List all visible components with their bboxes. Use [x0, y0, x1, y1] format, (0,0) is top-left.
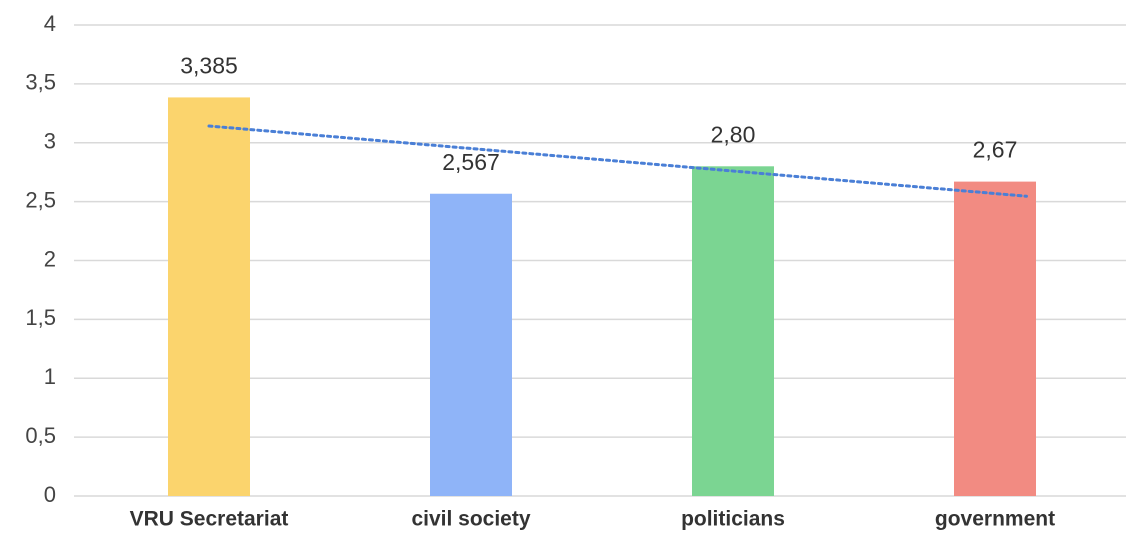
data-label: 3,385: [180, 52, 238, 78]
x-tick-label: VRU Secretariat: [130, 508, 289, 531]
y-tick-label: 0: [44, 482, 56, 507]
bar: [430, 193, 512, 496]
bar: [954, 181, 1036, 497]
bar: [692, 166, 774, 497]
x-tick-label: civil society: [411, 508, 530, 531]
y-tick-label: 3,5: [25, 70, 56, 95]
bar: [168, 97, 250, 496]
y-tick-label: 2,5: [25, 187, 56, 212]
y-tick-label: 2: [44, 246, 56, 271]
x-tick-label: politicians: [681, 508, 785, 531]
y-tick-label: 4: [44, 11, 56, 36]
x-tick-label: government: [935, 508, 1055, 531]
data-label: 2,67: [973, 137, 1018, 163]
trendline: [207, 124, 1028, 198]
data-label: 2,567: [442, 149, 500, 175]
y-tick-label: 3: [44, 129, 56, 154]
y-tick-label: 1,5: [25, 305, 56, 330]
y-tick-label: 1: [44, 364, 56, 389]
data-label: 2,80: [711, 121, 756, 147]
y-tick-label: 0,5: [25, 423, 56, 448]
